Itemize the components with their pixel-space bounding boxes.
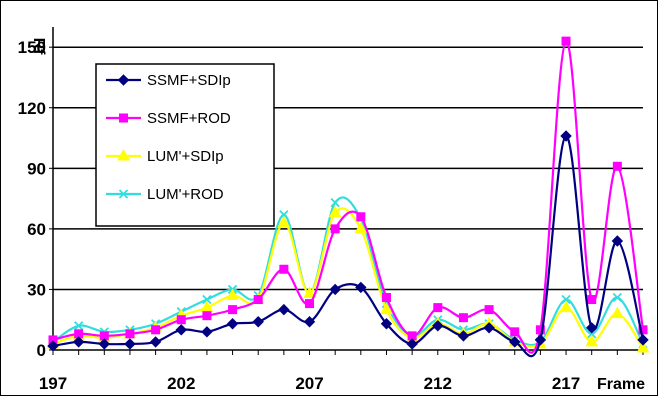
x-tick-label: 207 xyxy=(295,374,323,393)
legend-label: SSMF+SDIp xyxy=(147,72,231,89)
data-point xyxy=(612,161,622,171)
data-point xyxy=(612,292,622,303)
data-point xyxy=(356,212,366,222)
y-tick-label: 60 xyxy=(27,220,46,239)
legend-marker xyxy=(118,189,129,199)
data-point xyxy=(458,313,468,323)
data-point xyxy=(303,316,316,328)
data-point xyxy=(47,340,59,352)
data-point xyxy=(587,295,597,305)
y-tick-label: 30 xyxy=(27,280,46,299)
data-point xyxy=(303,286,316,298)
x-axis-label: Frame xyxy=(597,376,645,393)
x-tick-label: 217 xyxy=(552,374,580,393)
data-point xyxy=(433,303,443,313)
data-point xyxy=(611,235,624,247)
x-tick-label: 212 xyxy=(424,374,452,393)
data-point xyxy=(457,330,470,342)
legend-marker xyxy=(117,74,130,86)
data-point xyxy=(328,205,342,218)
data-point xyxy=(535,325,545,335)
data-point xyxy=(381,293,391,303)
data-point xyxy=(484,305,494,315)
y-axis-label: Rf xyxy=(30,38,47,56)
data-point xyxy=(226,318,239,330)
data-point xyxy=(559,300,573,313)
data-point xyxy=(201,326,213,338)
data-point xyxy=(636,340,650,353)
data-point xyxy=(72,336,85,348)
data-point xyxy=(380,318,393,330)
data-point xyxy=(74,321,84,331)
series-2 xyxy=(48,36,648,354)
data-point xyxy=(202,294,212,305)
data-point xyxy=(278,303,290,316)
data-point xyxy=(279,264,289,274)
legend: SSMF+SDIp SSMF+ROD LUM'+SDIp LUM'+ROD xyxy=(95,63,275,227)
data-point xyxy=(406,338,418,350)
data-point xyxy=(380,302,393,315)
legend-marker xyxy=(117,148,130,161)
data-point xyxy=(124,338,136,350)
data-point xyxy=(228,305,238,315)
data-point xyxy=(354,221,368,234)
data-point xyxy=(585,322,598,334)
y-tick-label: 120 xyxy=(18,99,46,118)
data-point xyxy=(149,336,162,348)
legend-marker xyxy=(119,113,128,123)
data-point xyxy=(330,224,340,234)
series-1 xyxy=(47,130,649,358)
data-point xyxy=(175,324,187,336)
data-point xyxy=(226,288,239,300)
data-point xyxy=(355,281,367,294)
data-point xyxy=(98,338,111,350)
legend-label: LUM'+SDIp xyxy=(147,148,224,165)
data-point xyxy=(277,215,291,228)
legend-item: LUM'+ROD xyxy=(106,186,224,203)
data-point xyxy=(279,210,289,220)
data-point xyxy=(202,311,212,321)
data-point xyxy=(561,294,571,305)
legend-box xyxy=(95,63,275,227)
data-point xyxy=(510,327,520,337)
legend-item: LUM'+SDIp xyxy=(106,148,224,165)
y-tick-label: 90 xyxy=(27,159,46,178)
x-tick-label: 202 xyxy=(167,374,195,393)
legend-item: SSMF+ROD xyxy=(106,110,231,127)
data-point xyxy=(534,334,547,346)
data-point xyxy=(330,197,340,208)
data-point xyxy=(151,325,161,335)
legend-label: LUM'+ROD xyxy=(147,186,224,203)
data-point xyxy=(253,295,263,305)
data-point xyxy=(176,315,186,325)
legend-label: SSMF+ROD xyxy=(147,110,231,127)
data-point xyxy=(611,306,624,319)
data-point xyxy=(329,283,341,296)
data-point xyxy=(587,329,597,339)
x-tick-label: 197 xyxy=(39,374,67,393)
data-point xyxy=(585,334,599,347)
data-point xyxy=(509,336,521,348)
data-point xyxy=(305,299,315,309)
data-point xyxy=(560,130,572,142)
data-point xyxy=(638,325,648,335)
data-point xyxy=(561,36,571,46)
y-tick-label: 150 xyxy=(18,38,46,57)
y-tick-label: 0 xyxy=(37,341,46,360)
data-point xyxy=(432,320,444,332)
data-point xyxy=(125,329,135,339)
data-point xyxy=(637,334,649,346)
legend-item: SSMF+SDIp xyxy=(106,72,231,89)
data-point xyxy=(483,322,495,334)
data-point xyxy=(252,316,264,328)
